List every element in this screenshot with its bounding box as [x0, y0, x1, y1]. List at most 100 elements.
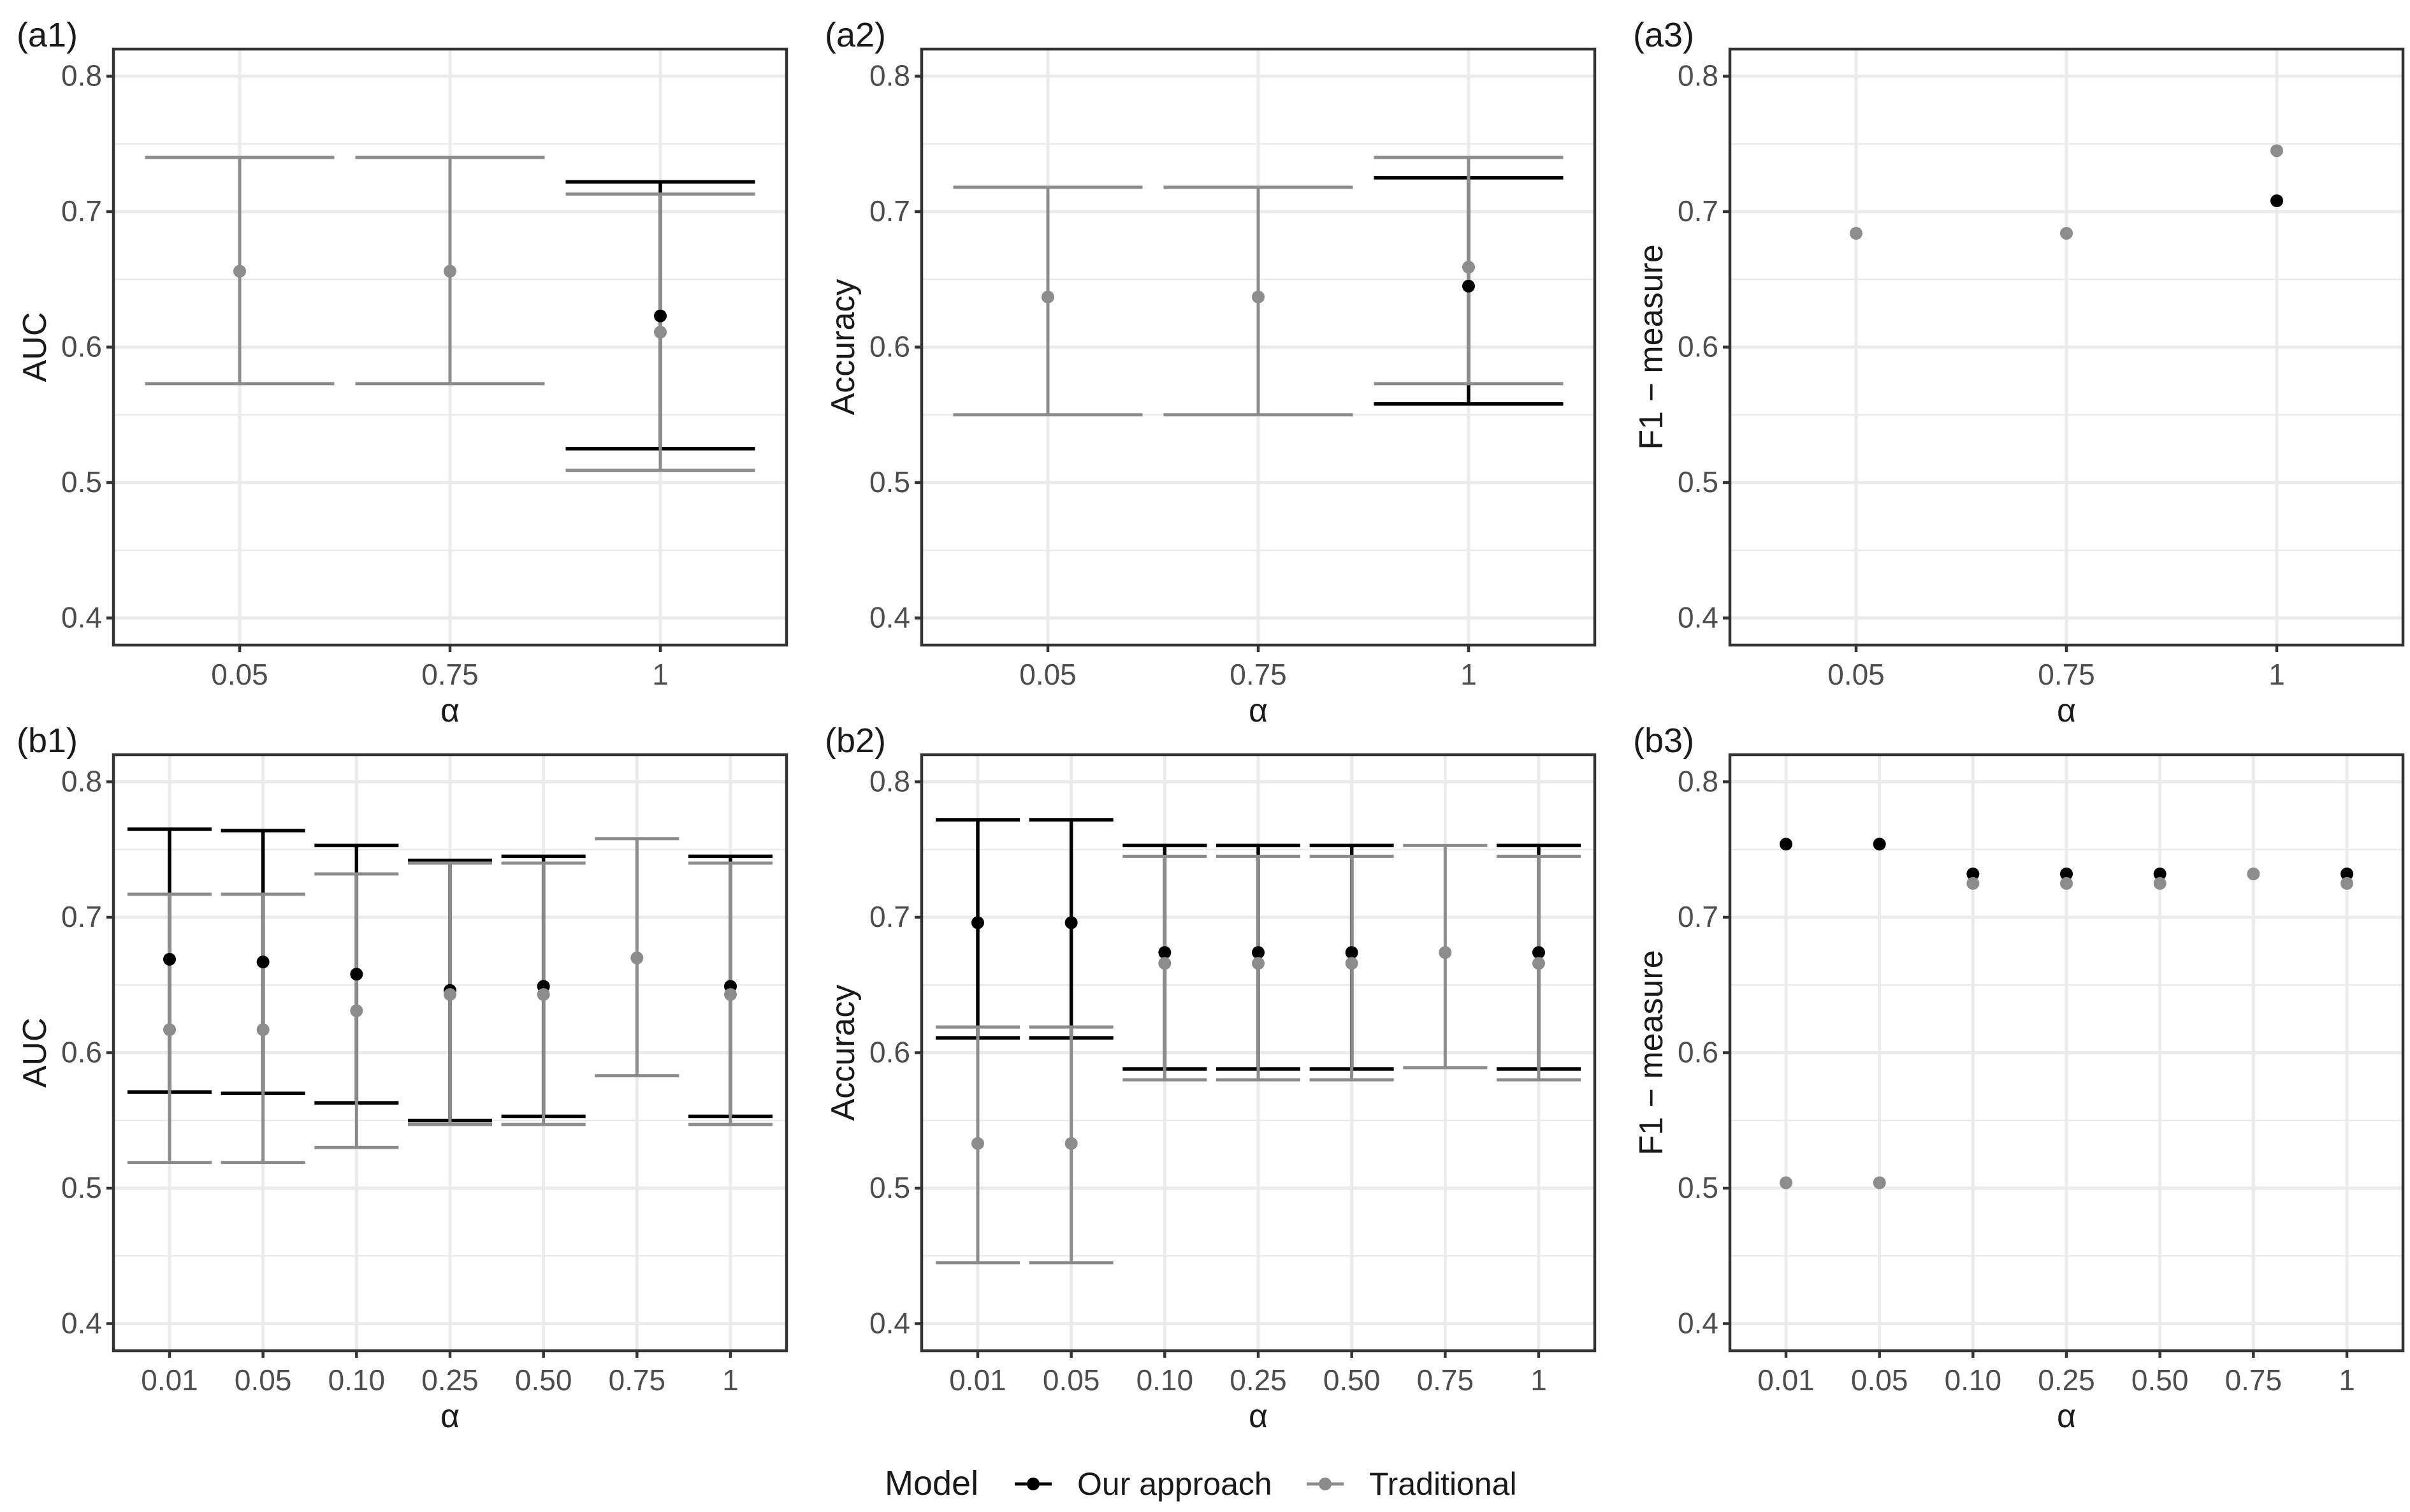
data-point: [1873, 838, 1886, 851]
legend: Model Our approach Traditional: [885, 1464, 1517, 1502]
data-point: [1064, 1137, 1078, 1150]
y-tick-label: 0.5: [61, 465, 102, 498]
y-tick-label: 0.8: [61, 59, 102, 92]
data-point: [256, 1023, 270, 1036]
data-point: [350, 968, 363, 981]
legend-key: [1015, 1478, 1052, 1490]
x-tick-label: 0.01: [1757, 1363, 1815, 1397]
y-axis-title: F1 − measure: [1633, 950, 1670, 1155]
data-point: [1850, 227, 1862, 240]
data-point: [724, 988, 737, 1001]
y-tick-label: 0.7: [1678, 900, 1718, 933]
y-tick-label: 0.6: [869, 330, 910, 363]
data-point: [1252, 290, 1265, 303]
data-point: [2060, 227, 2073, 240]
legend-key-point: [1027, 1478, 1040, 1490]
x-tick-label: 0.10: [328, 1363, 386, 1397]
x-axis-title: α: [1249, 1398, 1268, 1435]
y-tick-label: 0.5: [61, 1171, 102, 1204]
panel-a2: 0.4 0.5 0.6 0.7 0.8 0.05 0.75 1 α Accuracy (a2): [825, 16, 1597, 729]
x-tick-label: 1: [1460, 658, 1477, 691]
data-point: [2341, 868, 2353, 880]
panel-b2: 0.4 0.5 0.6 0.7 0.8 0.01 0.05 0.10 0.25 0.50 0.75 1…: [825, 722, 1597, 1435]
data-point: [2270, 144, 2283, 157]
data-point: [1532, 957, 1545, 970]
x-tick-label: 0.50: [2131, 1363, 2189, 1397]
x-axis-title: α: [1249, 692, 1268, 729]
x-tick-label: 0.01: [141, 1363, 198, 1397]
data-point: [1873, 1176, 1886, 1189]
x-tick-label: 0.05: [1827, 658, 1885, 691]
x-tick-label: 0.05: [1851, 1363, 1908, 1397]
data-point: [163, 952, 176, 966]
data-point: [1064, 916, 1078, 929]
panel-b1: 0.4 0.5 0.6 0.7 0.8 0.01 0.05 0.10 0.25 0.50 0.75 1…: [17, 722, 788, 1435]
panel-a3: 0.4 0.5 0.6 0.7 0.8 0.05 0.75 1 α F1 − measure (a3…: [1633, 16, 2405, 729]
legend-key: [1307, 1478, 1344, 1490]
y-tick-label: 0.8: [1678, 765, 1718, 798]
y-tick-label: 0.6: [61, 330, 102, 363]
panel-label: (b3): [1633, 722, 1694, 760]
data-point: [1345, 957, 1358, 970]
y-tick-label: 0.4: [61, 1307, 102, 1340]
x-axis-title: α: [440, 692, 460, 729]
x-axis-title: α: [2057, 1398, 2076, 1435]
panel-label: (b1): [17, 722, 78, 760]
y-tick-label: 0.4: [869, 1307, 910, 1340]
data-point: [444, 265, 456, 278]
x-tick-label: 0.25: [1230, 1363, 1287, 1397]
y-tick-label: 0.5: [869, 465, 910, 498]
data-point: [1966, 876, 1980, 890]
x-tick-label: 0.05: [235, 1363, 292, 1397]
data-point: [537, 988, 550, 1001]
y-tick-label: 0.4: [869, 601, 910, 634]
panel-label: (a3): [1633, 16, 1694, 54]
y-tick-label: 0.6: [1678, 330, 1718, 363]
data-point: [1158, 957, 1172, 970]
x-tick-label: 0.50: [1323, 1363, 1381, 1397]
y-tick-label: 0.7: [61, 194, 102, 228]
panel-label: (b2): [825, 722, 886, 760]
data-point: [2247, 868, 2260, 880]
x-tick-label: 0.10: [1136, 1363, 1194, 1397]
x-tick-label: 0.75: [421, 658, 479, 691]
x-tick-label: 0.75: [2225, 1363, 2283, 1397]
data-point: [1252, 946, 1265, 959]
data-point: [1462, 261, 1475, 274]
y-axis-title: F1 − measure: [1633, 244, 1670, 449]
x-tick-label: 0.50: [515, 1363, 572, 1397]
data-point: [654, 326, 667, 339]
y-tick-label: 0.7: [869, 900, 910, 933]
y-axis-title: Accuracy: [825, 985, 862, 1121]
legend-key-point: [1319, 1478, 1332, 1490]
y-tick-label: 0.6: [61, 1036, 102, 1069]
x-tick-label: 1: [2268, 658, 2285, 691]
x-tick-label: 0.75: [2038, 658, 2095, 691]
data-point: [654, 309, 667, 323]
y-axis-title: AUC: [17, 1018, 54, 1088]
data-point: [1158, 946, 1172, 959]
data-point: [1252, 957, 1265, 970]
data-point: [256, 956, 270, 969]
x-tick-label: 0.75: [1417, 1363, 1474, 1397]
data-point: [2060, 868, 2073, 880]
x-tick-label: 1: [1530, 1363, 1547, 1397]
data-point: [233, 265, 246, 278]
data-point: [2153, 868, 2167, 880]
data-point: [1780, 838, 1792, 851]
x-tick-label: 0.75: [1230, 658, 1287, 691]
data-point: [444, 988, 456, 1001]
y-tick-label: 0.8: [1678, 59, 1718, 92]
y-tick-label: 0.5: [1678, 465, 1718, 498]
y-tick-label: 0.6: [1678, 1036, 1718, 1069]
y-tick-label: 0.7: [61, 900, 102, 933]
x-tick-label: 0.05: [1019, 658, 1077, 691]
data-point: [1462, 279, 1475, 293]
x-tick-label: 1: [2339, 1363, 2355, 1397]
y-axis-title: Accuracy: [825, 279, 862, 416]
y-tick-label: 0.7: [869, 194, 910, 228]
data-point: [1345, 946, 1358, 959]
x-tick-label: 0.05: [211, 658, 268, 691]
x-axis-title: α: [2057, 692, 2076, 729]
